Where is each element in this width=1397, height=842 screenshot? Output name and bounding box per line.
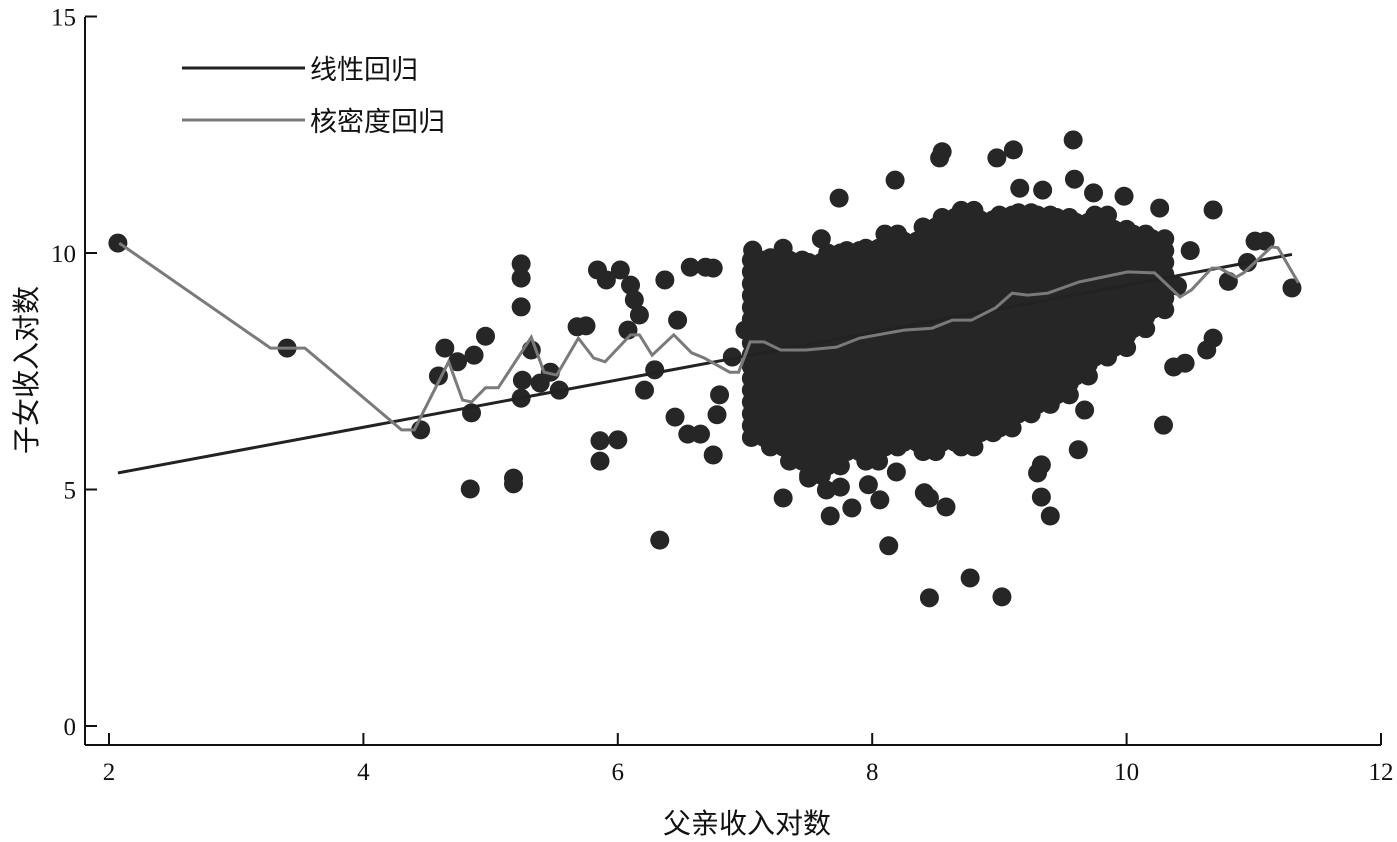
scatter-point: [590, 431, 610, 451]
y-axis-title: 子女收入对数: [10, 286, 43, 454]
scatter-point: [621, 275, 641, 295]
scatter-point: [576, 316, 596, 336]
scatter-point: [624, 290, 644, 310]
scatter-point: [1203, 200, 1223, 220]
scatter-point: [650, 530, 670, 550]
scatter-point: [886, 462, 906, 482]
scatter-point: [1031, 487, 1051, 507]
x-tick-label: 10: [1114, 759, 1139, 786]
scatter-point: [830, 477, 850, 497]
x-tick-label: 2: [103, 759, 116, 786]
x-tick-label: 12: [1369, 759, 1394, 786]
scatter-point: [987, 148, 1007, 168]
scatter-point: [1218, 271, 1238, 291]
scatter-point: [655, 270, 675, 290]
scatter-point: [735, 320, 755, 340]
y-tick-label: 0: [64, 714, 77, 741]
scatter-point: [773, 488, 793, 508]
scatter-point: [932, 142, 952, 162]
scatter-point: [703, 258, 723, 278]
scatter-point: [870, 490, 890, 510]
scatter-point: [936, 497, 956, 517]
scatter-point: [1033, 180, 1053, 200]
scatter-point: [1150, 198, 1170, 218]
x-tick-label: 8: [866, 759, 879, 786]
scatter-point: [707, 405, 727, 425]
scatter-point: [1180, 241, 1200, 261]
y-tick-label: 10: [51, 241, 76, 268]
lines-layer: [117, 241, 1300, 475]
scatter-point: [703, 445, 723, 465]
scatter-point: [879, 536, 899, 556]
scatter-point: [635, 380, 655, 400]
scatter-point: [1197, 340, 1217, 360]
scatter-point: [1075, 400, 1095, 420]
linear-regression-line: [117, 252, 1293, 475]
scatter-point: [590, 451, 610, 471]
scatter-point: [503, 468, 523, 488]
scatter-point: [690, 424, 710, 444]
scatter-point: [680, 257, 700, 277]
scatter-point: [645, 360, 665, 380]
scatter-point: [992, 587, 1012, 607]
x-tick-label: 6: [612, 759, 625, 786]
scatter-point: [1064, 169, 1084, 189]
scatter-point: [858, 475, 878, 495]
scatter-point: [511, 297, 531, 317]
points-layer: [108, 130, 1302, 608]
scatter-point: [464, 345, 484, 365]
scatter-point: [1068, 440, 1088, 460]
legend-label-kernel: 核密度回归: [310, 107, 445, 138]
scatter-point: [842, 498, 862, 518]
scatter-point: [1175, 353, 1195, 373]
x-axis-title: 父亲收入对数: [663, 807, 831, 840]
y-tick-label: 15: [51, 5, 76, 32]
legend: 线性回归 核密度回归: [182, 55, 445, 138]
scatter-point: [448, 352, 468, 372]
scatter-point: [829, 188, 849, 208]
scatter-point: [710, 385, 730, 405]
scatter-point: [1010, 178, 1030, 198]
scatter-point: [476, 326, 496, 346]
scatter-point: [1114, 186, 1134, 206]
scatter-point: [1031, 455, 1051, 475]
scatter-point: [610, 260, 630, 280]
scatter-point: [608, 430, 628, 450]
scatter-point: [773, 238, 793, 258]
scatter-point: [1040, 506, 1060, 526]
scatter-point: [960, 568, 980, 588]
scatter-point: [1084, 183, 1104, 203]
scatter-point: [885, 170, 905, 190]
scatter-point: [811, 229, 831, 249]
scatter-point: [1003, 140, 1023, 160]
x-tick-label: 4: [357, 759, 370, 786]
scatter-point: [596, 270, 616, 290]
scatter-point: [1153, 415, 1173, 435]
scatter-point-dense: [1155, 229, 1175, 249]
legend-label-linear: 线性回归: [310, 55, 418, 86]
scatter-point: [511, 254, 531, 274]
scatter-point: [722, 347, 742, 367]
scatter-point: [743, 240, 763, 260]
scatter-point: [820, 506, 840, 526]
scatter-point: [1063, 130, 1083, 150]
scatter-point: [511, 268, 531, 288]
scatter-point: [919, 488, 939, 508]
scatter-point: [1255, 231, 1275, 251]
kernel-regression-line: [118, 241, 1300, 432]
scatter-point: [629, 305, 649, 325]
scatter-point: [919, 588, 939, 608]
axes: 2 4 6 8 10 12 0 5 10 15: [51, 5, 1394, 787]
scatter-point: [460, 479, 480, 499]
scatter-point: [1282, 278, 1302, 298]
scatter-point: [108, 233, 128, 253]
scatter-point: [512, 370, 532, 390]
scatter-point: [799, 468, 819, 488]
y-tick-label: 5: [64, 478, 77, 505]
scatter-point: [665, 407, 685, 427]
scatter-point: [668, 310, 688, 330]
scatter-point: [435, 338, 455, 358]
scatter-point-dense: [1098, 205, 1118, 225]
